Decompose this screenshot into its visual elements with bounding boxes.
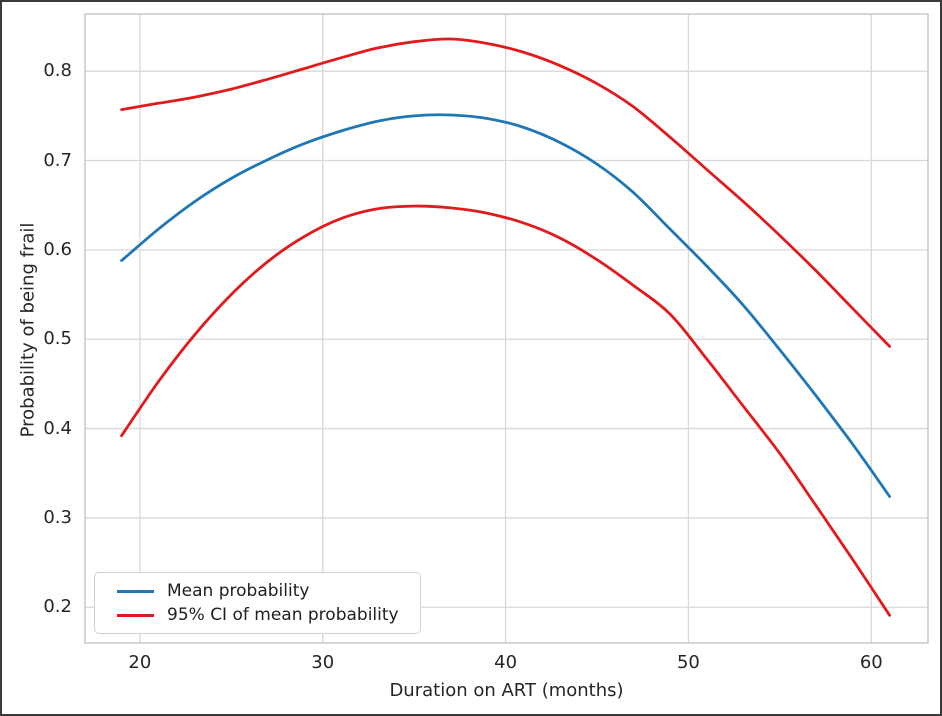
y-axis-label: Probability of being frail [17,222,39,438]
legend-label: 95% CI of mean probability [167,604,399,625]
x-axis-label: Duration on ART (months) [389,680,624,701]
x-tick-label: 50 [676,652,700,673]
legend-item-ci-probability: 95% CI of mean probability [117,604,420,625]
x-tick-label: 40 [494,652,518,673]
y-tick-label: 0.5 [43,328,72,350]
x-tick-label: 20 [128,652,152,673]
plot-spine [84,13,929,644]
y-tick-label: 0.8 [43,60,72,82]
x-tick-label: 60 [859,652,883,673]
y-tick-label: 0.6 [43,238,72,260]
plot-area [85,14,928,643]
ci-lower-line [120,204,891,617]
y-tick-label: 0.3 [43,506,72,528]
ci-upper-line [120,37,891,348]
legend: Mean probability 95% CI of mean probabil… [94,572,421,634]
mean-probability-line-swatch [117,589,154,593]
x-tick-label: 30 [311,652,335,673]
legend-label: Mean probability [167,580,310,601]
legend-item-mean-probability: Mean probability [117,580,420,601]
y-tick-label: 0.7 [43,149,72,171]
ci-line-swatch [117,613,154,617]
y-tick-label: 0.2 [43,596,72,618]
y-tick-label: 0.4 [43,417,72,439]
mean-probability-line [120,113,891,498]
